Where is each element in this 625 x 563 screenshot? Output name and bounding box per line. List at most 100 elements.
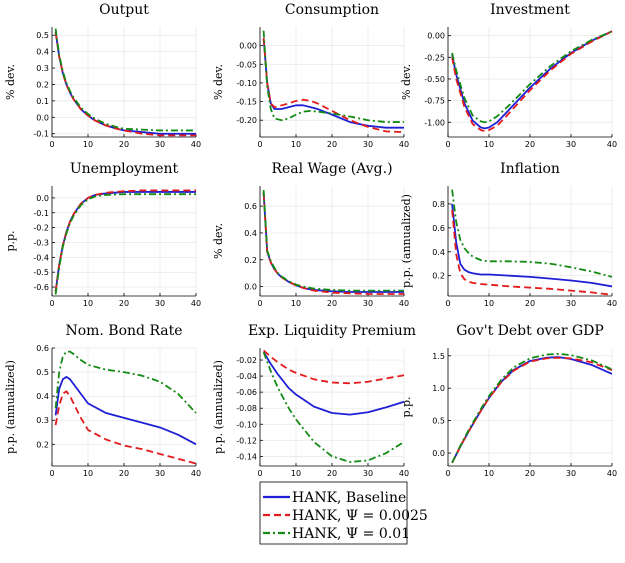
panel-3: 0 10 20 30 40 -0.6 -0.5 -0.4 -0.3 -0.2 -0.1 0.0 Unem… [4, 161, 201, 308]
x-tick-label: 0 [445, 299, 450, 308]
series-line-0 [451, 30, 613, 130]
y-tick-label: 0.3 [36, 416, 49, 425]
x-tick-label: 0 [257, 140, 262, 149]
x-tick-label: 30 [155, 140, 165, 149]
legend: HANK, Baseline HANK, Ψ = 0.0025 HANK, Ψ = … [259, 481, 428, 545]
y-axis-label: p.p. (annualized) [4, 360, 17, 454]
y-tick-label: -0.50 [424, 75, 445, 84]
x-tick-label: 0 [445, 140, 450, 149]
y-axis-label: p.p. (annualized) [400, 194, 413, 288]
y-tick-label: 0.6 [36, 344, 49, 353]
x-tick-label: 40 [191, 469, 201, 478]
series-line-1 [54, 390, 197, 465]
y-tick-label: 0.1 [36, 97, 49, 106]
panel-4: 0 10 20 30 40 0.0 0.2 0.4 0.6 Real Wage (Avg.) % d… [212, 161, 409, 308]
legend-label: HANK, Baseline [292, 490, 406, 506]
y-tick-label: -0.2 [33, 224, 49, 233]
y-tick-label: 0.3 [36, 64, 49, 73]
panel-2: 0 10 20 30 40 -1.00 -0.75 -0.50 -0.25 0.00 Investm… [400, 2, 617, 149]
y-tick-label: 0.2 [36, 80, 49, 89]
series-line-1 [262, 38, 405, 134]
x-tick-label: 30 [363, 140, 373, 149]
panel-title: Inflation [500, 161, 560, 177]
panel-title: Investment [490, 2, 570, 18]
series-line-0 [54, 31, 196, 135]
y-tick-label: 0.0 [432, 449, 445, 458]
panel-title: Consumption [285, 2, 379, 18]
y-tick-label: 0.4 [432, 248, 445, 257]
y-tick-label: 0.0 [36, 113, 49, 122]
series-line-2 [54, 28, 196, 132]
x-tick-label: 10 [83, 469, 93, 478]
y-tick-label: -0.10 [236, 420, 257, 429]
series-line-0 [54, 375, 197, 446]
y-tick-label: 0.2 [244, 256, 257, 265]
x-tick-label: 10 [484, 299, 494, 308]
y-tick-label: -0.14 [236, 452, 257, 461]
x-tick-label: 10 [484, 140, 494, 149]
y-tick-label: 0.5 [36, 368, 49, 377]
x-tick-label: 40 [607, 469, 617, 478]
series-line-1 [54, 189, 196, 292]
y-tick-label: -0.25 [424, 53, 445, 62]
x-tick-label: 40 [607, 299, 617, 308]
panel-6: 0 10 20 30 40 0.2 0.3 0.4 0.5 0.6 Nom. Bond Rate p.… [4, 323, 201, 478]
y-tick-label: -0.12 [236, 436, 257, 445]
panel-title: Gov't Debt over GDP [456, 323, 604, 339]
x-tick-label: 30 [363, 299, 373, 308]
y-tick-label: 0.4 [244, 229, 257, 238]
series-line-2 [262, 351, 405, 463]
series-line-1 [451, 209, 613, 296]
y-tick-label: 0.00 [239, 42, 257, 51]
y-axis-label: % dev. [400, 64, 413, 100]
x-tick-label: 40 [399, 469, 409, 478]
series-line-2 [54, 193, 196, 295]
x-tick-label: 10 [83, 299, 93, 308]
series-line-2 [54, 350, 197, 414]
y-tick-label: 0.5 [432, 417, 445, 426]
y-tick-label: -1.00 [424, 118, 445, 127]
x-tick-label: 30 [566, 469, 576, 478]
panel-8: 0 10 20 30 40 0.0 0.5 1.0 1.5 Gov't Debt over GDP… [400, 323, 617, 478]
x-tick-label: 30 [155, 469, 165, 478]
y-tick-label: 0.2 [432, 272, 445, 281]
x-tick-label: 40 [399, 299, 409, 308]
x-tick-label: 40 [191, 140, 201, 149]
x-tick-label: 10 [291, 140, 301, 149]
series-line-1 [54, 31, 196, 137]
x-tick-label: 10 [83, 140, 93, 149]
series-line-0 [451, 356, 613, 464]
x-tick-label: 20 [327, 140, 337, 149]
panel-title: Unemployment [70, 161, 179, 177]
series-line-0 [451, 203, 613, 288]
panel-title: Output [99, 2, 149, 18]
y-tick-label: -0.20 [236, 116, 257, 125]
x-tick-label: 20 [119, 140, 129, 149]
legend-label: HANK, Ψ = 0.0025 [292, 508, 428, 524]
panel-title: Exp. Liquidity Premium [248, 323, 416, 339]
y-tick-label: 0.4 [36, 48, 49, 57]
y-tick-label: -0.06 [236, 388, 257, 397]
series-line-2 [451, 30, 613, 124]
y-tick-label: -0.15 [236, 98, 257, 107]
series-line-0 [262, 192, 404, 293]
y-axis-label: % dev. [212, 64, 225, 100]
y-tick-label: 0.00 [427, 32, 445, 41]
x-tick-label: 0 [49, 140, 54, 149]
panel-1: 0 10 20 30 40 -0.20 -0.15 -0.10 -0.05 0.00 Consump… [212, 2, 409, 149]
panel-title: Nom. Bond Rate [65, 323, 182, 339]
y-axis-label: p.p. [4, 230, 17, 251]
x-tick-label: 10 [291, 469, 301, 478]
panel-0: 0 10 20 30 40 -0.1 0.0 0.1 0.2 0.3 0.4 0.5 Output % d… [4, 2, 201, 149]
series-line-2 [451, 352, 613, 464]
y-tick-label: -0.5 [33, 268, 49, 277]
panel-7: 0 10 20 30 40 -0.14 -0.12 -0.10 -0.08 -0.06 -0.04 -… [212, 323, 416, 478]
y-axis-label: % dev. [4, 64, 17, 100]
panel-5: 0 10 20 30 40 0.2 0.4 0.6 0.8 Inflation p.p. (annu… [400, 161, 617, 308]
y-tick-label: 0.2 [36, 440, 49, 449]
series-line-2 [451, 189, 613, 278]
y-tick-label: -0.05 [236, 60, 257, 69]
x-tick-label: 20 [119, 469, 129, 478]
x-tick-label: 0 [257, 299, 262, 308]
x-tick-label: 30 [566, 140, 576, 149]
